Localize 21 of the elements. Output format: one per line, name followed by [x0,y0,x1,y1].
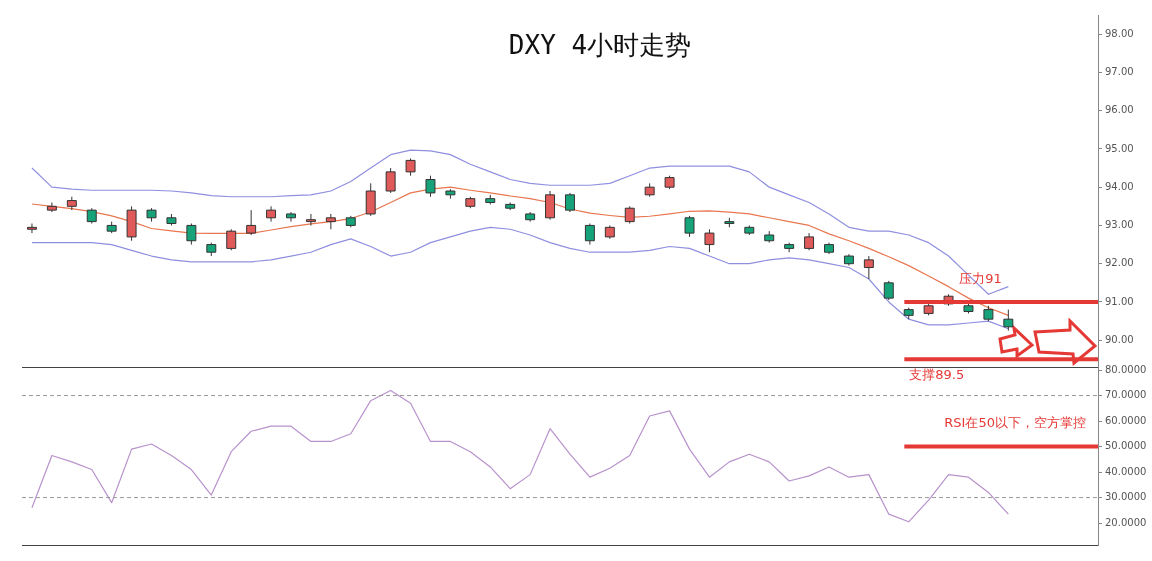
ref-line-label: RSI在50以下，空方掌控 [944,415,1087,431]
y-tick-label: 92.00 [1105,257,1134,269]
y-tick-label: 95.00 [1105,142,1134,154]
y-tick-label: 90.00 [1105,333,1134,345]
y-tick-label: 60.0000 [1105,414,1147,426]
y-tick-label: 20.0000 [1105,516,1147,528]
y-tick-label: 93.00 [1105,219,1134,231]
y-tick-label: 70.0000 [1105,389,1147,401]
y-tick-label: 30.0000 [1105,491,1147,503]
ref-line-label: 支撑89.5 [909,367,965,383]
y-tick-label: 97.00 [1105,65,1134,77]
text: DXY 4小时走势 [507,29,693,62]
candlestick [564,192,575,213]
y-tick-label: 94.00 [1105,180,1134,192]
y-tick-label: 96.00 [1105,104,1134,116]
ref-line-label: 压力91 [959,270,1002,286]
y-tick-label: 98.00 [1105,27,1134,39]
y-tick-label: 50.0000 [1105,440,1147,452]
y-tick-label: 91.00 [1105,295,1134,307]
y-tick-label: 40.0000 [1105,465,1147,477]
y-tick-label: 80.0000 [1105,363,1147,375]
